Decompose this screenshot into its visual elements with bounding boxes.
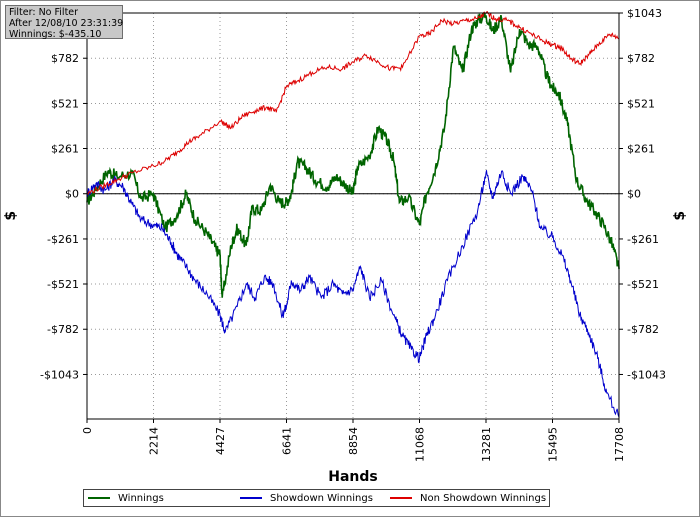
y-axis-title-right: $ bbox=[672, 211, 688, 221]
y-tick-label-left: -$782 bbox=[47, 323, 79, 336]
y-tick-label-left: -$1043 bbox=[40, 368, 79, 381]
x-tick-label: 0 bbox=[81, 427, 94, 434]
legend-label: Showdown Winnings bbox=[270, 492, 373, 504]
y-tick-label-right: -$1043 bbox=[627, 368, 666, 381]
legend: Winnings Showdown Winnings Non Showdown Wi… bbox=[83, 489, 550, 507]
y-tick-label-left: $261 bbox=[51, 143, 79, 156]
y-tick-label-right: $782 bbox=[627, 52, 655, 65]
x-tick-label: 4427 bbox=[214, 427, 227, 455]
x-tick-label: 8854 bbox=[347, 427, 360, 455]
y-tick-label-right: $521 bbox=[627, 97, 655, 110]
legend-item-1: Showdown Winnings bbox=[240, 492, 373, 504]
series-line-2 bbox=[86, 11, 620, 195]
info-winnings: Winnings: $-435.10 bbox=[9, 29, 102, 40]
series-line-1 bbox=[86, 170, 620, 418]
x-tick-label: 17708 bbox=[613, 427, 626, 462]
x-tick-label: 13281 bbox=[480, 427, 493, 462]
y-tick-label-right: -$782 bbox=[627, 323, 659, 336]
info-after: After 12/08/10 23:31:39 bbox=[9, 18, 124, 29]
y-axis-title-left: $ bbox=[3, 211, 19, 221]
y-tick-label-left: $521 bbox=[51, 97, 79, 110]
y-tick-label-left: -$261 bbox=[47, 233, 79, 246]
legend-item-2: Non Showdown Winnings bbox=[390, 492, 546, 504]
info-box: Filter: No Filter After 12/08/10 23:31:3… bbox=[5, 5, 124, 40]
y-tick-label-right: -$521 bbox=[627, 278, 659, 291]
legend-label: Winnings bbox=[118, 492, 164, 504]
y-tick-label-left: -$521 bbox=[47, 278, 79, 291]
legend-swatch bbox=[390, 497, 412, 499]
x-tick-label: 15495 bbox=[547, 427, 560, 462]
x-tick-label: 2214 bbox=[148, 427, 161, 455]
x-tick-label: 11068 bbox=[414, 427, 427, 462]
legend-swatch bbox=[88, 497, 110, 499]
axes: $1043$1043$782$782$521$521$261$261$0$0-$… bbox=[40, 7, 666, 462]
series-line-0 bbox=[86, 12, 620, 298]
y-tick-label-right: -$261 bbox=[627, 233, 659, 246]
legend-swatch bbox=[240, 497, 262, 499]
series-layer bbox=[86, 11, 620, 418]
y-tick-label-left: $782 bbox=[51, 52, 79, 65]
y-tick-label-left: $0 bbox=[65, 188, 79, 201]
legend-item-0: Winnings bbox=[88, 492, 164, 504]
info-filter: Filter: No Filter bbox=[9, 7, 79, 18]
y-tick-label-right: $0 bbox=[627, 188, 641, 201]
x-axis-title: Hands bbox=[328, 469, 378, 485]
grid-lines bbox=[86, 12, 620, 419]
legend-label: Non Showdown Winnings bbox=[420, 492, 547, 504]
y-tick-label-right: $1043 bbox=[627, 7, 662, 20]
y-tick-label-right: $261 bbox=[627, 143, 655, 156]
x-tick-label: 6641 bbox=[281, 427, 294, 455]
